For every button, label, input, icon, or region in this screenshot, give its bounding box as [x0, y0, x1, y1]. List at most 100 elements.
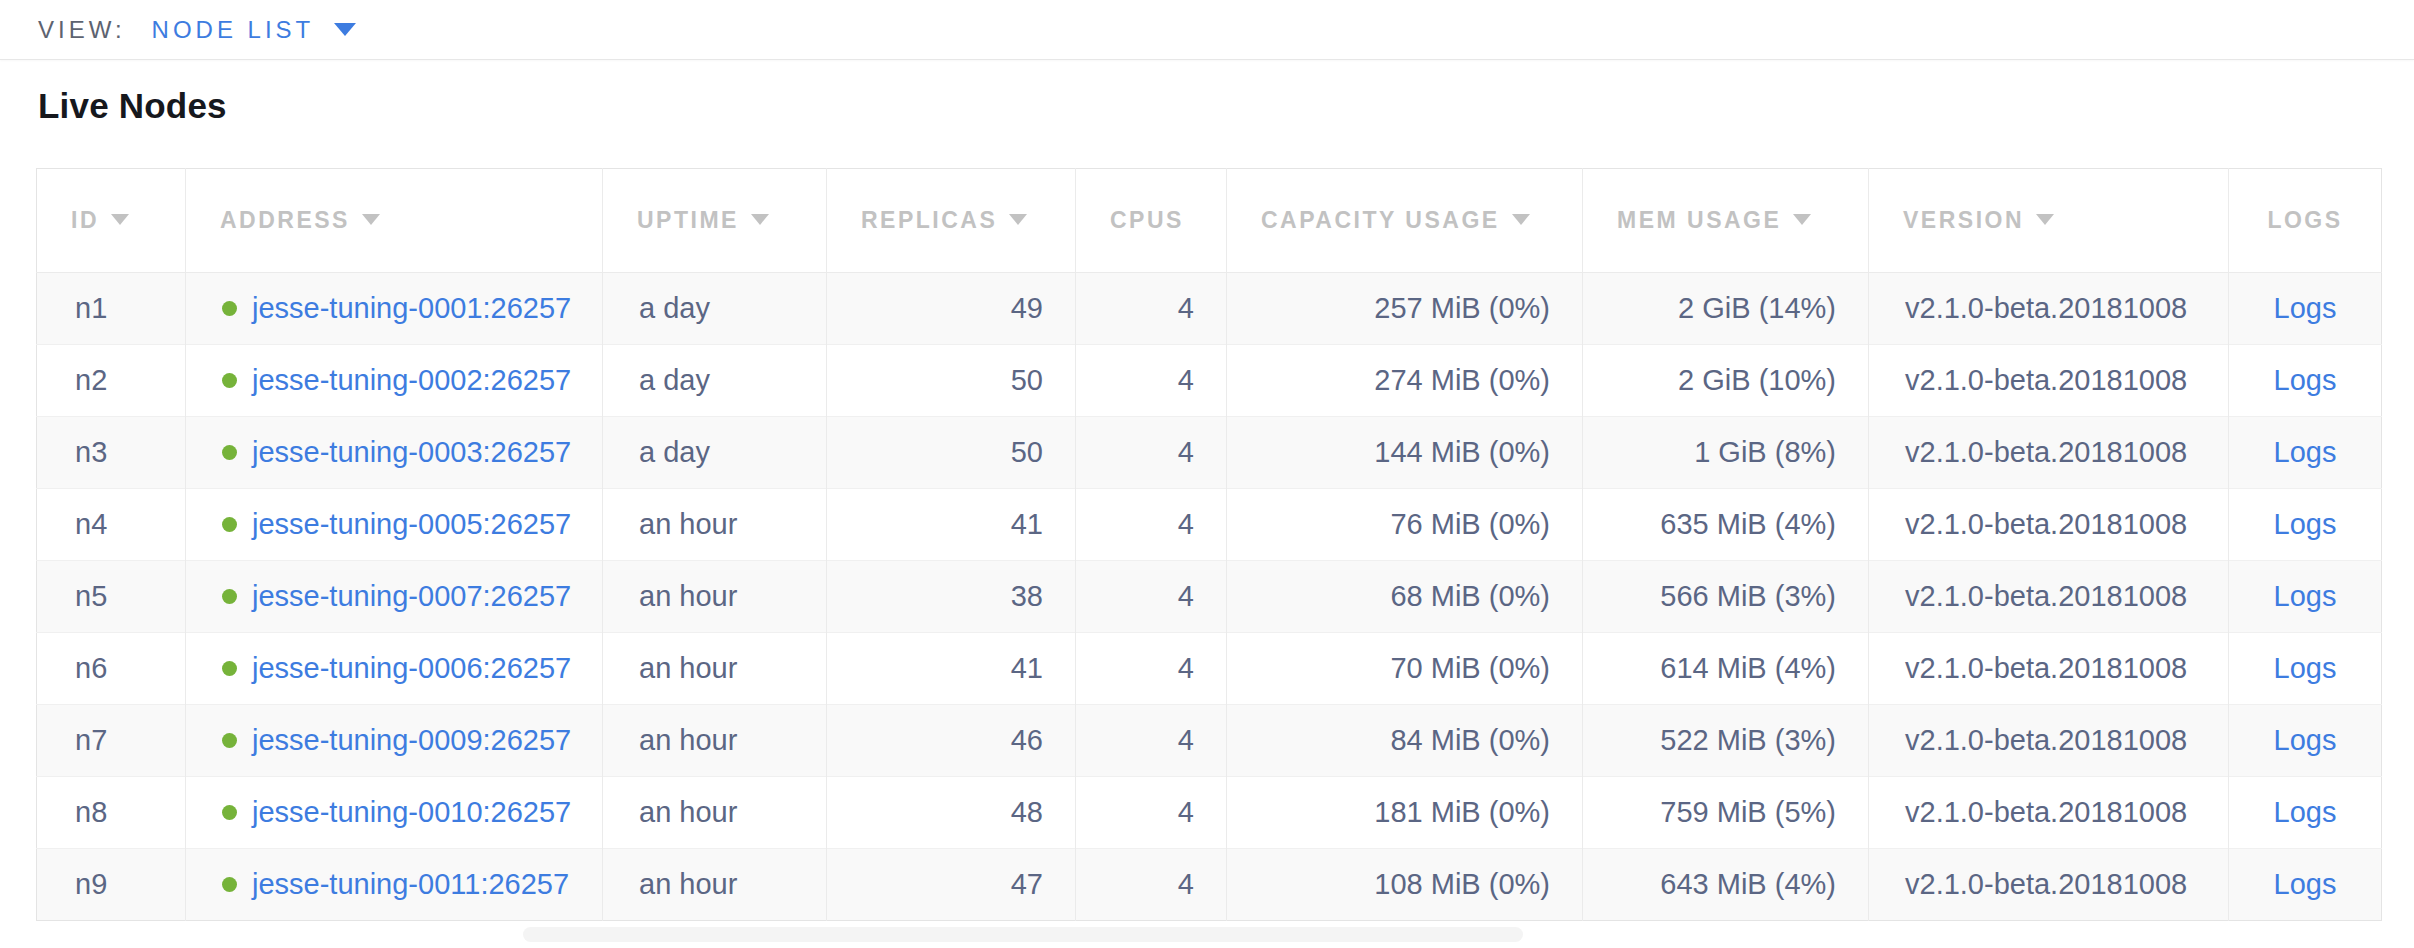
- sort-desc-icon: [751, 214, 769, 225]
- view-label: VIEW:: [38, 16, 126, 44]
- node-address-link[interactable]: jesse-tuning-0003:26257: [252, 436, 571, 468]
- node-address-cell: jesse-tuning-0002:26257: [186, 345, 603, 417]
- column-header-replicas[interactable]: REPLICAS: [827, 169, 1076, 273]
- node-id-cell: n6: [37, 633, 186, 705]
- node-live-status-icon: [222, 877, 237, 892]
- column-header-address[interactable]: ADDRESS: [186, 169, 603, 273]
- node-live-status-icon: [222, 301, 237, 316]
- table-row: n2 jesse-tuning-0002:26257 a day 50 4 27…: [37, 345, 2382, 417]
- node-address-link[interactable]: jesse-tuning-0009:26257: [252, 724, 571, 756]
- node-logs-link[interactable]: Logs: [2274, 364, 2337, 396]
- node-mem-usage-cell: 759 MiB (5%): [1583, 777, 1869, 849]
- node-cpus-cell: 4: [1076, 777, 1227, 849]
- table-row: n8 jesse-tuning-0010:26257 an hour 48 4 …: [37, 777, 2382, 849]
- node-capacity-usage-cell: 257 MiB (0%): [1227, 273, 1583, 345]
- node-capacity-usage-cell: 144 MiB (0%): [1227, 417, 1583, 489]
- node-uptime-cell: an hour: [603, 633, 827, 705]
- node-logs-link[interactable]: Logs: [2274, 580, 2337, 612]
- node-address-cell: jesse-tuning-0007:26257: [186, 561, 603, 633]
- node-address-link[interactable]: jesse-tuning-0001:26257: [252, 292, 571, 324]
- node-uptime-cell: an hour: [603, 489, 827, 561]
- column-header-mem-usage[interactable]: MEM USAGE: [1583, 169, 1869, 273]
- column-header-uptime[interactable]: UPTIME: [603, 169, 827, 273]
- node-replicas-cell: 47: [827, 849, 1076, 921]
- node-capacity-usage-cell: 70 MiB (0%): [1227, 633, 1583, 705]
- node-address-link[interactable]: jesse-tuning-0006:26257: [252, 652, 571, 684]
- sort-desc-icon: [1512, 214, 1530, 225]
- node-mem-usage-cell: 522 MiB (3%): [1583, 705, 1869, 777]
- node-uptime-cell: a day: [603, 345, 827, 417]
- node-address-link[interactable]: jesse-tuning-0007:26257: [252, 580, 571, 612]
- sort-desc-icon: [1009, 214, 1027, 225]
- node-logs-cell: Logs: [2229, 633, 2382, 705]
- node-replicas-cell: 48: [827, 777, 1076, 849]
- node-capacity-usage-cell: 108 MiB (0%): [1227, 849, 1583, 921]
- dropdown-arrow-icon: [334, 23, 356, 36]
- node-logs-link[interactable]: Logs: [2274, 292, 2337, 324]
- node-mem-usage-cell: 614 MiB (4%): [1583, 633, 1869, 705]
- view-selector-dropdown[interactable]: NODE LIST: [152, 16, 357, 44]
- node-cpus-cell: 4: [1076, 417, 1227, 489]
- node-replicas-cell: 46: [827, 705, 1076, 777]
- node-logs-link[interactable]: Logs: [2274, 868, 2337, 900]
- node-version-cell: v2.1.0-beta.20181008: [1869, 849, 2229, 921]
- node-logs-link[interactable]: Logs: [2274, 652, 2337, 684]
- table-row: n1 jesse-tuning-0001:26257 a day 49 4 25…: [37, 273, 2382, 345]
- node-logs-link[interactable]: Logs: [2274, 436, 2337, 468]
- node-address-cell: jesse-tuning-0009:26257: [186, 705, 603, 777]
- node-cpus-cell: 4: [1076, 705, 1227, 777]
- node-version-cell: v2.1.0-beta.20181008: [1869, 489, 2229, 561]
- column-header-cpus[interactable]: CPUS: [1076, 169, 1227, 273]
- node-logs-link[interactable]: Logs: [2274, 508, 2337, 540]
- table-row: n3 jesse-tuning-0003:26257 a day 50 4 14…: [37, 417, 2382, 489]
- node-id-cell: n7: [37, 705, 186, 777]
- node-logs-link[interactable]: Logs: [2274, 796, 2337, 828]
- page-title: Live Nodes: [38, 86, 2414, 126]
- view-bar: VIEW: NODE LIST: [0, 0, 2414, 60]
- column-header-id[interactable]: ID: [37, 169, 186, 273]
- node-uptime-cell: a day: [603, 273, 827, 345]
- node-address-link[interactable]: jesse-tuning-0010:26257: [252, 796, 571, 828]
- node-mem-usage-cell: 2 GiB (14%): [1583, 273, 1869, 345]
- horizontal-scrollbar[interactable]: [523, 927, 1523, 942]
- live-nodes-table: ID ADDRESS UPTIME REPLICAS CPUS CAPACITY…: [36, 168, 2382, 921]
- node-live-status-icon: [222, 517, 237, 532]
- nodes-table-body: n1 jesse-tuning-0001:26257 a day 49 4 25…: [37, 273, 2382, 921]
- node-version-cell: v2.1.0-beta.20181008: [1869, 561, 2229, 633]
- sort-desc-icon: [111, 214, 129, 225]
- node-live-status-icon: [222, 373, 237, 388]
- sort-desc-icon: [1793, 214, 1811, 225]
- node-uptime-cell: an hour: [603, 561, 827, 633]
- table-row: n6 jesse-tuning-0006:26257 an hour 41 4 …: [37, 633, 2382, 705]
- node-address-cell: jesse-tuning-0010:26257: [186, 777, 603, 849]
- table-row: n5 jesse-tuning-0007:26257 an hour 38 4 …: [37, 561, 2382, 633]
- node-logs-link[interactable]: Logs: [2274, 724, 2337, 756]
- column-header-version[interactable]: VERSION: [1869, 169, 2229, 273]
- node-address-link[interactable]: jesse-tuning-0005:26257: [252, 508, 571, 540]
- node-capacity-usage-cell: 181 MiB (0%): [1227, 777, 1583, 849]
- node-logs-cell: Logs: [2229, 489, 2382, 561]
- node-live-status-icon: [222, 445, 237, 460]
- table-row: n4 jesse-tuning-0005:26257 an hour 41 4 …: [37, 489, 2382, 561]
- node-logs-cell: Logs: [2229, 417, 2382, 489]
- node-capacity-usage-cell: 274 MiB (0%): [1227, 345, 1583, 417]
- node-address-link[interactable]: jesse-tuning-0011:26257: [252, 868, 569, 900]
- column-header-capacity-usage[interactable]: CAPACITY USAGE: [1227, 169, 1583, 273]
- node-mem-usage-cell: 1 GiB (8%): [1583, 417, 1869, 489]
- node-logs-cell: Logs: [2229, 849, 2382, 921]
- node-address-cell: jesse-tuning-0005:26257: [186, 489, 603, 561]
- node-capacity-usage-cell: 68 MiB (0%): [1227, 561, 1583, 633]
- node-logs-cell: Logs: [2229, 705, 2382, 777]
- node-live-status-icon: [222, 661, 237, 676]
- node-live-status-icon: [222, 805, 237, 820]
- node-address-cell: jesse-tuning-0003:26257: [186, 417, 603, 489]
- node-live-status-icon: [222, 589, 237, 604]
- node-version-cell: v2.1.0-beta.20181008: [1869, 273, 2229, 345]
- node-cpus-cell: 4: [1076, 489, 1227, 561]
- node-version-cell: v2.1.0-beta.20181008: [1869, 777, 2229, 849]
- node-address-link[interactable]: jesse-tuning-0002:26257: [252, 364, 571, 396]
- node-uptime-cell: an hour: [603, 705, 827, 777]
- node-id-cell: n1: [37, 273, 186, 345]
- node-logs-cell: Logs: [2229, 561, 2382, 633]
- node-cpus-cell: 4: [1076, 345, 1227, 417]
